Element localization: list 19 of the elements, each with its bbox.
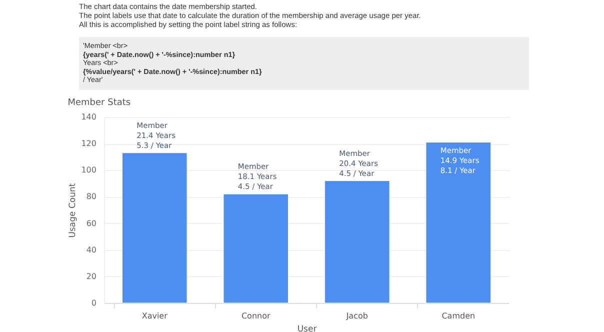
y-tick-label: 80 <box>86 192 96 202</box>
y-tick-label: 140 <box>81 112 96 122</box>
y-tick-label: 0 <box>91 298 96 308</box>
y-tick-label: 20 <box>86 272 96 281</box>
y-tick-label: 60 <box>86 218 96 228</box>
x-tick-label: Xavier <box>142 312 168 320</box>
x-tick-label: Connor <box>241 312 271 320</box>
chart-title: Member Stats <box>68 98 131 108</box>
y-tick-label: 100 <box>81 166 96 175</box>
x-tick-label: Camden <box>442 312 476 320</box>
x-tick-label: Jacob <box>345 312 368 320</box>
y-axis-title: Usage Count <box>68 182 78 238</box>
bar <box>324 180 390 304</box>
y-tick-label: 120 <box>81 139 96 148</box>
bar <box>223 194 289 304</box>
x-axis-title: User <box>297 324 318 332</box>
y-tick-label: 40 <box>86 245 96 254</box>
bar <box>122 152 188 304</box>
bar <box>426 142 492 304</box>
